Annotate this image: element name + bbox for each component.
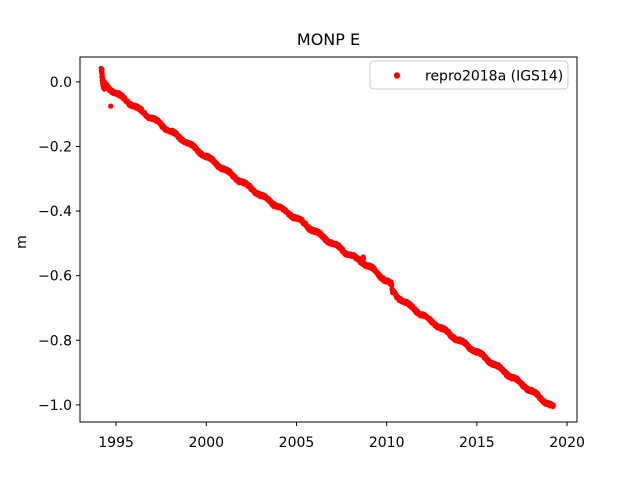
x-tick-label: 2015 <box>459 435 495 451</box>
x-tick-label: 2010 <box>369 435 405 451</box>
y-tick-label: 0.0 <box>50 75 72 91</box>
y-tick-label: −0.8 <box>38 333 72 349</box>
x-tick-label: 1995 <box>98 435 134 451</box>
y-tick-label: −0.4 <box>38 204 72 220</box>
legend-marker-dot <box>393 72 401 79</box>
series-points <box>98 65 556 410</box>
axis-ticks: 1995 2000 2005 2010 2015 2020 0.0 −0.2 −0.4 −0.6 −… <box>38 75 585 451</box>
y-axis-label: m <box>14 235 30 249</box>
y-tick-label: −0.6 <box>38 269 72 285</box>
x-tick-label: 2005 <box>279 435 315 451</box>
x-tick-label: 2020 <box>549 435 585 451</box>
y-tick-label: −1.0 <box>38 398 72 414</box>
plot-frame <box>79 56 578 423</box>
chart-title: MONP E <box>297 30 360 49</box>
legend[interactable]: repro2018a (IGS14) <box>369 60 569 90</box>
legend-box <box>369 60 569 90</box>
y-tick-label: −0.2 <box>38 139 72 155</box>
legend-label: repro2018a (IGS14) <box>425 69 563 85</box>
x-tick-label: 2000 <box>188 435 224 451</box>
